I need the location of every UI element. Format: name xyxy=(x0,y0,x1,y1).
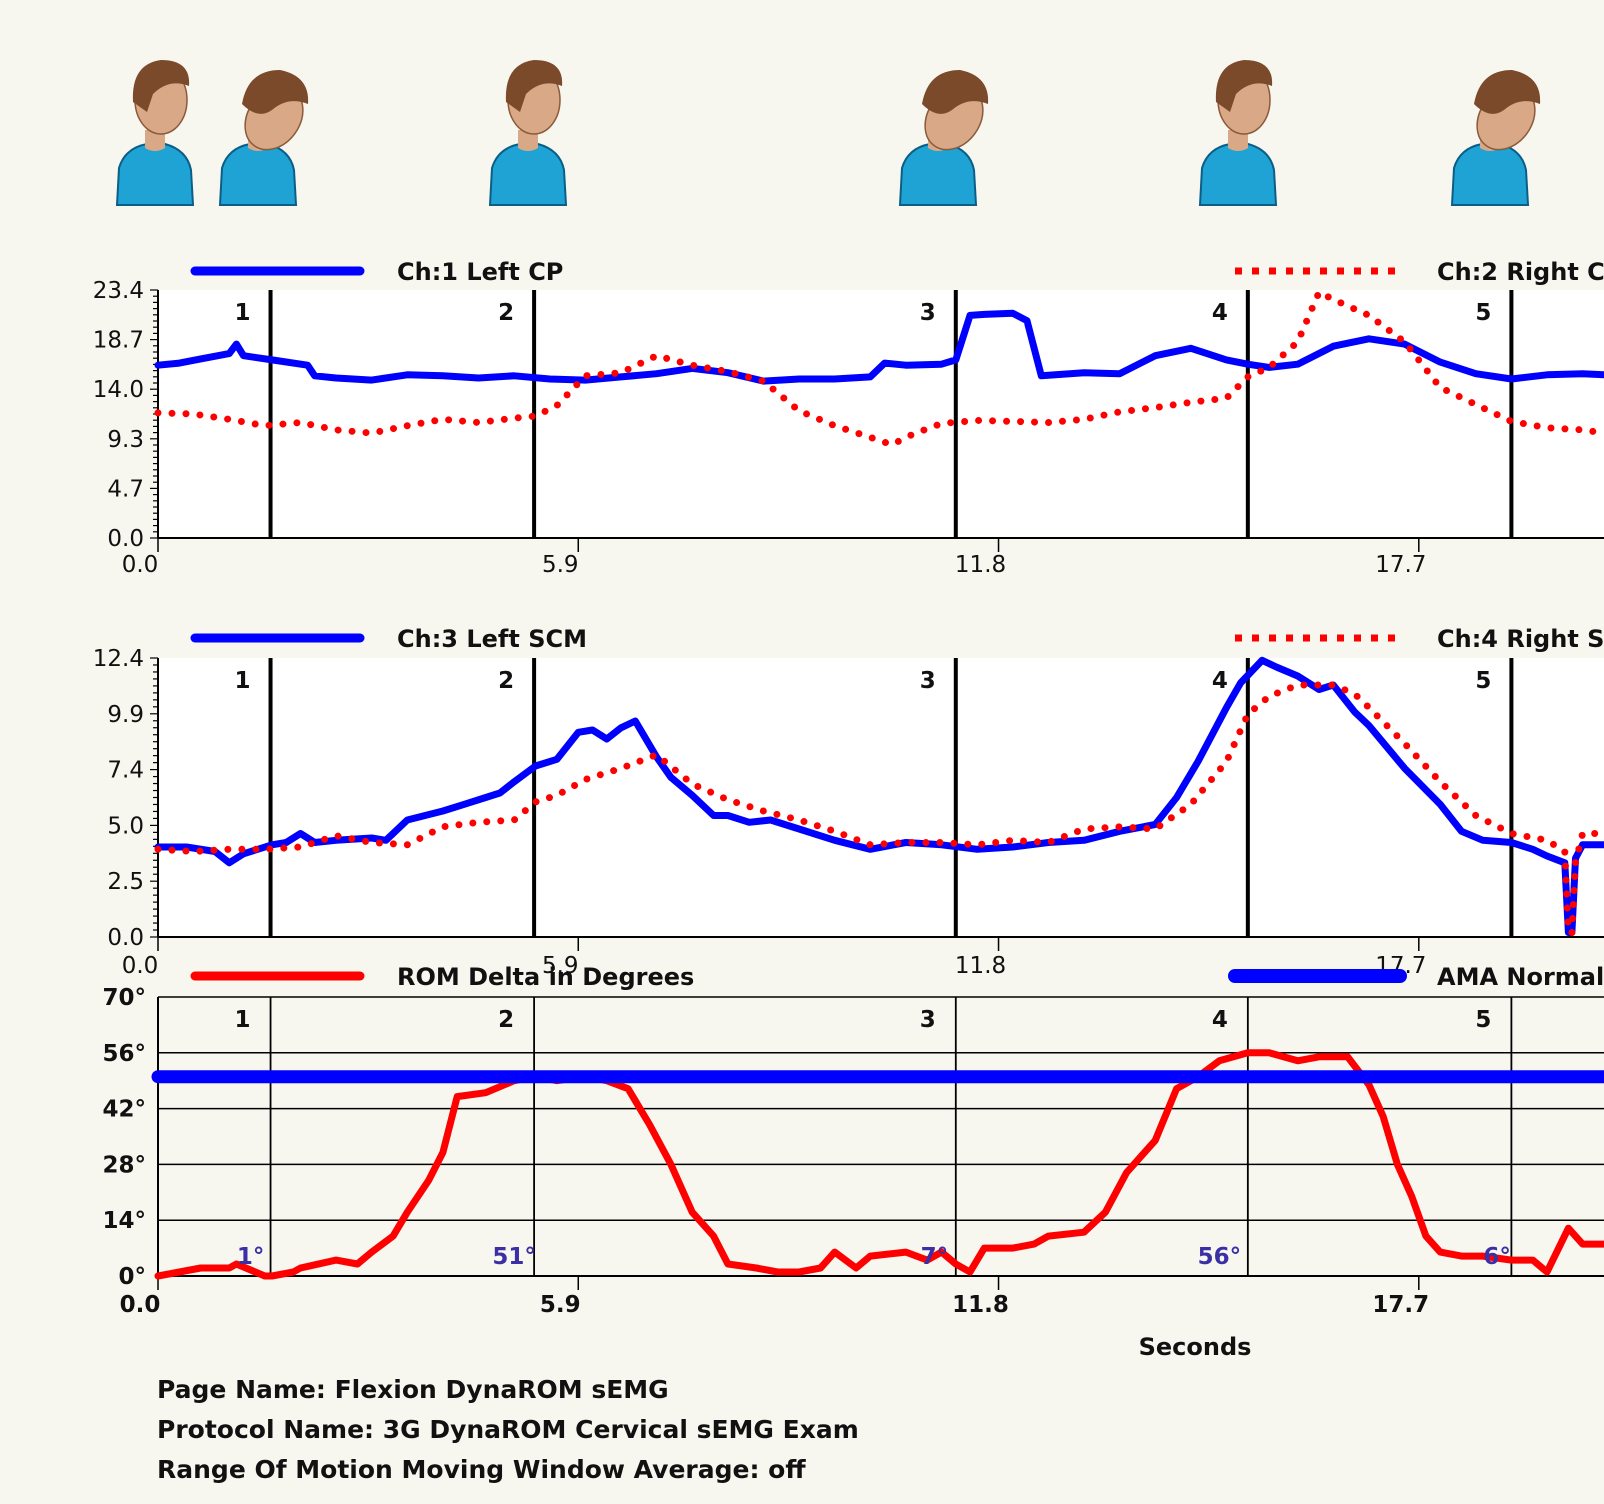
y-tick-label-cp: 9.3 xyxy=(107,427,144,453)
legend-label-ama-normal: AMA Normal xyxy=(1437,963,1604,991)
event-marker-label-5: 5 xyxy=(1475,300,1491,326)
segment-value-label: 7° xyxy=(921,1244,949,1270)
event-marker-label-4: 4 xyxy=(1212,300,1228,326)
series-line-ch-1-left-cp xyxy=(154,309,1604,385)
shirt-1 xyxy=(115,143,195,206)
y-tick-label-rom: 14° xyxy=(102,1208,146,1234)
hair-1 xyxy=(132,60,190,112)
page-name: Page Name: Flexion DynaROM sEMG xyxy=(157,1375,669,1404)
shirt-3 xyxy=(488,143,568,206)
y-tick-label-cp: 23.4 xyxy=(93,278,144,304)
event-marker-label-2: 2 xyxy=(498,300,514,326)
event-marker-label-4: 4 xyxy=(1212,1007,1228,1033)
event-marker-label-3: 3 xyxy=(920,1007,936,1033)
legend-label-rom-delta-in-degrees: ROM Delta in Degrees xyxy=(397,963,694,991)
y-tick-label-rom: 42° xyxy=(102,1097,146,1123)
hair-2 xyxy=(242,70,309,114)
y-tick-label-scm: 5.0 xyxy=(107,813,144,839)
hair-5 xyxy=(1215,60,1273,112)
series-line-rom-delta-in-degrees xyxy=(154,1049,1604,1280)
y-tick-label-scm: 12.4 xyxy=(93,646,144,672)
series-line-ch-3-left-scm xyxy=(154,656,1604,936)
series-line-ch-4-right-scm xyxy=(154,681,1604,936)
segment-value-label: 56° xyxy=(1198,1244,1242,1270)
y-tick-label-cp: 4.7 xyxy=(107,476,144,502)
event-marker-label-2: 2 xyxy=(498,668,514,694)
y-tick-label-cp: 0.0 xyxy=(107,526,144,552)
plot-area-scm xyxy=(158,658,1604,937)
shirt-4 xyxy=(898,143,978,206)
segment-value-label: 1° xyxy=(237,1244,265,1270)
hair-4 xyxy=(922,70,989,114)
shirt-5 xyxy=(1198,143,1278,206)
legend-label-ch-2-right-cp: Ch:2 Right CP xyxy=(1437,258,1604,286)
event-marker-label-1: 1 xyxy=(235,668,251,694)
legend-label-ch-1-left-cp: Ch:1 Left CP xyxy=(397,258,563,286)
segment-value-label: 6° xyxy=(1483,1244,1511,1270)
x-tick-label-cp: 0.0 xyxy=(122,552,159,578)
x-tick-label-scm: 0.0 xyxy=(122,953,159,979)
y-tick-label-rom: 28° xyxy=(102,1152,146,1178)
chart-canvas: 0.0 4.7 9.3 14.0 18.7 23.4 1 2 3 4 5 0.0 5.9 11.8 17.7… xyxy=(93,60,1604,1360)
event-marker-label-3: 3 xyxy=(920,300,936,326)
report-info: Page Name: Flexion DynaROM sEMG Protocol… xyxy=(157,1370,859,1490)
y-tick-label-rom: 0° xyxy=(118,1264,146,1290)
event-marker-label-2: 2 xyxy=(498,1007,514,1033)
event-marker-label-1: 1 xyxy=(235,1007,251,1033)
hair-6 xyxy=(1474,70,1541,114)
x-tick-label-scm: 11.8 xyxy=(955,953,1006,979)
y-tick-label-cp: 14.0 xyxy=(93,377,144,403)
x-tick-label-cp: 17.7 xyxy=(1375,552,1426,578)
segment-value-label: 51° xyxy=(492,1244,536,1270)
y-tick-label-scm: 2.5 xyxy=(107,869,144,895)
x-tick-label-rom: 0.0 xyxy=(120,1292,161,1318)
protocol-name: Protocol Name: 3G DynaROM Cervical sEMG … xyxy=(157,1415,859,1444)
y-tick-label-rom: 70° xyxy=(102,985,146,1011)
hair-3 xyxy=(505,60,563,112)
legend-label-ch-3-left-scm: Ch:3 Left SCM xyxy=(397,625,587,653)
x-axis-title: Seconds xyxy=(1139,1333,1252,1360)
event-marker-label-4: 4 xyxy=(1212,668,1228,694)
x-tick-label-cp: 5.9 xyxy=(542,552,579,578)
x-tick-label-rom: 17.7 xyxy=(1372,1292,1429,1318)
x-tick-label-rom: 11.8 xyxy=(952,1292,1009,1318)
plot-area-cp xyxy=(158,290,1604,538)
legend-label-ch-4-right-scm: Ch:4 Right SCM xyxy=(1437,625,1604,653)
shirt-6 xyxy=(1450,143,1530,206)
y-tick-label-cp: 18.7 xyxy=(93,328,144,354)
shirt-2 xyxy=(218,143,298,206)
neck-3 xyxy=(518,130,538,151)
x-tick-label-rom: 5.9 xyxy=(540,1292,581,1318)
event-marker-label-1: 1 xyxy=(235,300,251,326)
x-tick-label-cp: 11.8 xyxy=(955,552,1006,578)
x-tick-label-scm: 5.9 xyxy=(542,953,579,979)
neck-5 xyxy=(1228,130,1248,151)
y-tick-label-scm: 0.0 xyxy=(107,925,144,951)
y-tick-label-rom: 56° xyxy=(102,1041,146,1067)
event-marker-label-5: 5 xyxy=(1475,668,1491,694)
neck-1 xyxy=(145,130,165,151)
series-line-ch-2-right-cp xyxy=(154,288,1604,449)
y-tick-label-scm: 9.9 xyxy=(107,702,144,728)
moving-window-average: Range Of Motion Moving Window Average: o… xyxy=(157,1455,806,1484)
event-marker-label-3: 3 xyxy=(920,668,936,694)
y-tick-label-scm: 7.4 xyxy=(107,758,144,784)
event-marker-label-5: 5 xyxy=(1475,1007,1491,1033)
